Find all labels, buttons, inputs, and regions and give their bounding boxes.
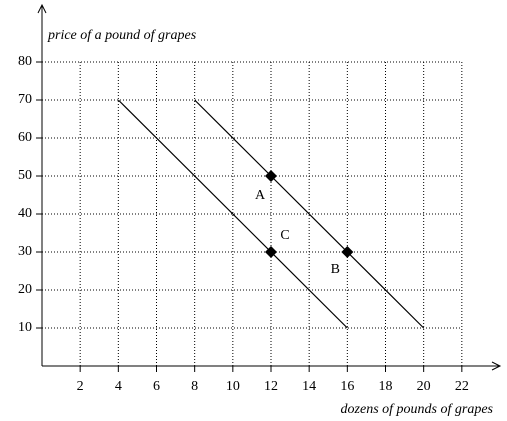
x-tick-label: 6: [153, 379, 160, 394]
x-tick-label: 12: [264, 379, 278, 394]
x-tick-label: 4: [115, 379, 122, 394]
x-tick-label: 8: [191, 379, 198, 394]
y-tick-label: 20: [18, 282, 32, 297]
x-tick-label: 10: [226, 379, 240, 394]
x-tick-label: 20: [417, 379, 431, 394]
x-axis-label: dozens of pounds of grapes: [341, 402, 494, 417]
point: [341, 246, 354, 258]
x-tick-label: 18: [379, 379, 393, 394]
y-tick-label: 60: [18, 130, 32, 145]
x-tick-label: 16: [340, 379, 354, 394]
point-label: B: [331, 262, 340, 277]
y-axis-label: price of a pound of grapes: [47, 28, 197, 43]
point-label: A: [255, 188, 266, 203]
curve: [194, 99, 425, 329]
x-tick-label: 2: [77, 379, 84, 394]
y-tick-label: 10: [18, 320, 32, 335]
y-axis-arrow: [37, 3, 47, 14]
y-tick-label: 40: [18, 206, 32, 221]
y-tick-label: 50: [18, 168, 32, 183]
y-tick-label: 80: [18, 54, 32, 69]
y-tick-label: 30: [18, 244, 32, 259]
x-axis-arrow: [491, 361, 502, 371]
y-tick-label: 70: [18, 92, 32, 107]
point-label: C: [280, 228, 289, 243]
curve: [117, 99, 348, 329]
x-tick-label: 22: [455, 379, 469, 394]
x-tick-label: 14: [302, 379, 316, 394]
point: [265, 170, 277, 182]
point: [265, 246, 277, 258]
